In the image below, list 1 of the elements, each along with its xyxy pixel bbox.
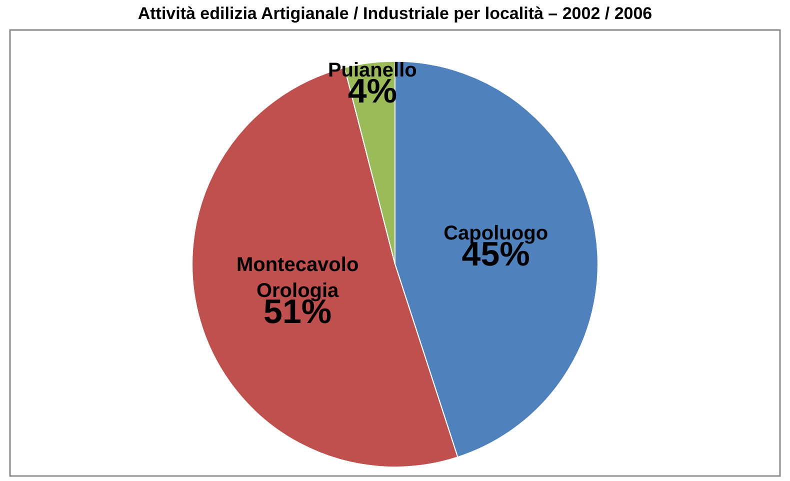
- chart-title: Attività edilizia Artigianale / Industriale per località – 2002 / 2006: [138, 4, 652, 24]
